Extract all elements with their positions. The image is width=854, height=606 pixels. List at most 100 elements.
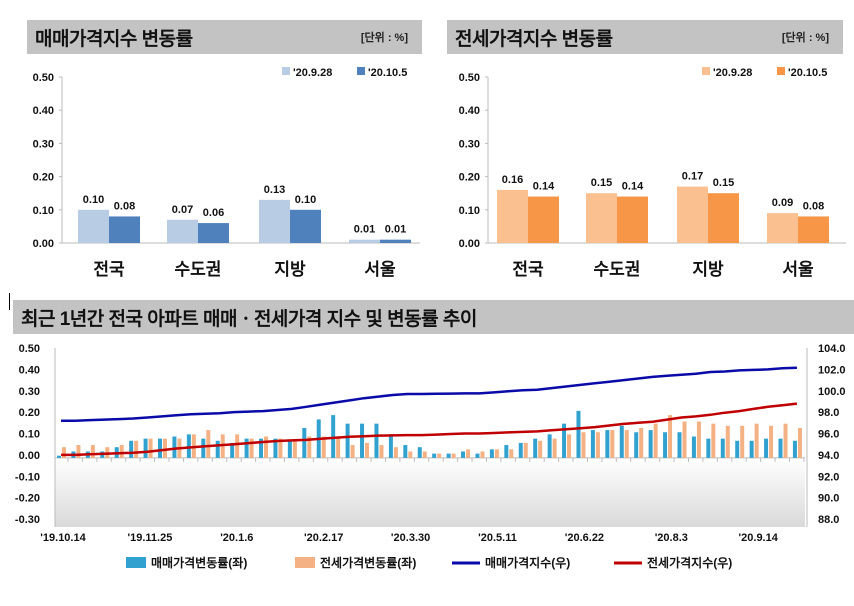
category-label: 전국 — [512, 260, 544, 279]
jeonse-change-bar — [523, 442, 528, 458]
legend-label: 매매가격지수(우) — [485, 555, 570, 570]
data-label: 0.10 — [83, 194, 104, 206]
sale-change-bar — [57, 455, 61, 458]
jeonse-change-bar — [350, 445, 355, 458]
y-tick-label: 0.40 — [33, 105, 54, 117]
jeonse-change-bar — [307, 436, 312, 458]
sale-change-bar — [331, 415, 336, 458]
x-tick-label: '20.3.30 — [391, 532, 430, 544]
data-label: 0.15 — [591, 177, 612, 189]
left-y-tick-label: -0.30 — [15, 514, 40, 526]
sale-change-bar — [143, 438, 148, 458]
negative-region-shade — [55, 457, 805, 527]
x-tick-label: '20.2.17 — [304, 532, 343, 544]
jeonse-change-bar — [264, 436, 269, 458]
x-tick-label: '20.8.3 — [655, 532, 688, 544]
sale-change-bar — [302, 427, 307, 458]
jeonse-change-bar — [437, 453, 442, 458]
jeonse-change-bar — [595, 432, 600, 458]
y-tick-label: 0.00 — [33, 238, 54, 250]
jeonse-change-bar — [509, 449, 514, 458]
jeonse-change-bar — [538, 440, 543, 458]
data-label: 0.01 — [354, 224, 375, 236]
sale-chart-header: 매매가격지수 변동률 [단위 : %] — [27, 20, 422, 54]
sale-change-bar — [446, 453, 451, 458]
sale-change-bar — [273, 438, 278, 458]
left-y-tick-label: 0.20 — [19, 407, 40, 419]
y-tick-label: 0.30 — [33, 138, 54, 150]
x-tick-label: '20.6.22 — [565, 532, 604, 544]
left-y-tick-label: 0.30 — [19, 386, 40, 398]
category-label: 지방 — [692, 260, 724, 279]
right-y-tick-label: 90.0 — [818, 493, 839, 505]
sale-change-bar — [504, 445, 509, 458]
sale-change-bar — [706, 438, 711, 458]
sale-change-bar — [489, 449, 494, 458]
right-y-tick-label: 104.0 — [818, 343, 846, 355]
x-tick-label: '20.5.11 — [478, 532, 517, 544]
sale-change-bar — [605, 430, 610, 458]
bar-previous — [78, 209, 109, 243]
y-tick-label: 0.20 — [33, 172, 54, 184]
jeonse-change-bar — [653, 423, 658, 458]
jeonse-change-bar — [62, 447, 66, 458]
jeonse-chart-unit: [단위 : %] — [781, 32, 829, 44]
category-label: 서울 — [364, 260, 396, 279]
trend-chart-title: 최근 1년간 전국 아파트 매매ㆍ전세가격 지수 및 변동률 추이 — [21, 308, 477, 330]
data-label: 0.10 — [295, 194, 316, 206]
y-tick-label: 0.40 — [459, 105, 480, 117]
jeonse-change-bar — [90, 445, 95, 458]
bar-previous — [767, 213, 798, 243]
sale-change-bar — [749, 440, 754, 458]
legend-label: 전세가격변동률(좌) — [320, 555, 416, 570]
bar-current — [198, 223, 229, 243]
sale-change-bar — [230, 442, 235, 458]
legend-label: 전세가격지수(우) — [647, 555, 732, 570]
data-label: 0.01 — [385, 224, 406, 236]
bar-current — [798, 216, 829, 243]
legend-swatch — [126, 557, 146, 568]
legend-swatch — [295, 557, 315, 568]
sale-index-line — [61, 366, 797, 422]
category-label: 서울 — [782, 260, 814, 279]
x-tick-label: '19.10.14 — [40, 532, 86, 544]
right-y-tick-label: 100.0 — [818, 386, 846, 398]
sale-change-bar — [129, 440, 134, 458]
left-y-tick-label: 0.00 — [19, 450, 40, 462]
jeonse-change-bar — [451, 453, 456, 458]
sale-change-bar — [244, 438, 249, 458]
sale-change-bar — [720, 438, 725, 458]
jeonse-change-bar — [422, 451, 427, 458]
sale-change-bar — [345, 423, 350, 458]
sale-change-bar — [518, 442, 523, 458]
left-y-tick-label: 0.50 — [19, 343, 40, 355]
jeonse-change-bar — [206, 430, 211, 458]
y-tick-label: 0.00 — [459, 238, 480, 250]
sale-change-bar — [432, 453, 437, 458]
legend-label: '20.10.5 — [368, 67, 407, 79]
sale-change-bar — [403, 445, 408, 458]
sale-change-bar — [186, 434, 191, 458]
y-tick-label: 0.50 — [33, 72, 54, 84]
jeonse-change-bar — [76, 445, 81, 458]
sale-change-bar — [792, 440, 797, 458]
right-y-tick-label: 96.0 — [818, 429, 839, 441]
sale-change-bar — [417, 447, 422, 458]
sale-change-bar — [158, 438, 163, 458]
data-label: 0.14 — [533, 181, 555, 193]
jeonse-change-bar — [336, 438, 341, 458]
left-y-tick-label: 0.10 — [19, 429, 40, 441]
right-y-tick-label: 88.0 — [818, 514, 839, 526]
sale-change-bar — [475, 453, 480, 458]
sale-change-bar — [562, 423, 567, 458]
sale-change-bar — [172, 436, 177, 458]
jeonse-change-bar — [148, 438, 153, 458]
text-cursor — [9, 293, 10, 310]
data-label: 0.06 — [203, 207, 224, 219]
sale-change-bar — [287, 440, 292, 458]
category-label: 수도권 — [175, 260, 222, 279]
sale-chart-unit: [단위 : %] — [360, 32, 408, 44]
right-y-tick-label: 102.0 — [818, 364, 846, 376]
y-tick-label: 0.10 — [459, 205, 480, 217]
sale-chart-title: 매매가격지수 변동률 — [35, 28, 193, 50]
